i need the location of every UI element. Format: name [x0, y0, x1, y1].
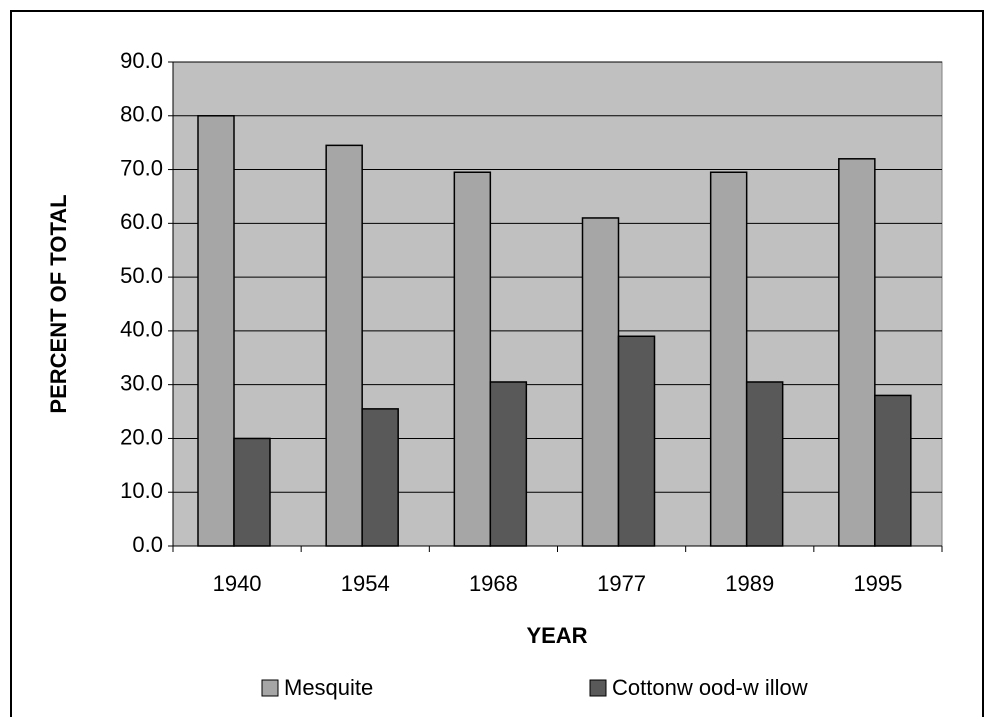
bar	[233, 437, 271, 547]
bar	[361, 408, 399, 547]
x-tick-label: 1977	[597, 571, 646, 596]
bar	[325, 144, 363, 547]
bar	[874, 394, 912, 547]
bar	[838, 158, 876, 547]
legend-label: Mesquite	[284, 675, 373, 700]
y-tick-label: 40.0	[120, 317, 163, 342]
bar	[617, 335, 656, 547]
legend-swatch	[261, 679, 279, 697]
y-tick-label: 80.0	[120, 102, 163, 127]
legend-swatch	[589, 679, 607, 697]
x-tick-label: 1940	[213, 571, 262, 596]
y-tick-label: 90.0	[120, 48, 163, 73]
bar	[709, 171, 748, 547]
x-axis-title: YEAR	[526, 623, 587, 648]
y-tick-label: 30.0	[120, 370, 163, 395]
bar	[453, 171, 492, 547]
y-tick-label: 20.0	[120, 424, 163, 449]
bar	[197, 115, 235, 547]
y-tick-label: 60.0	[120, 209, 163, 234]
x-tick-label: 1954	[341, 571, 390, 596]
plot-area	[172, 61, 943, 547]
bar	[745, 381, 784, 547]
y-tick-label: 0.0	[132, 532, 163, 557]
bar	[489, 381, 528, 547]
y-tick-label: 50.0	[120, 263, 163, 288]
y-tick-label: 70.0	[120, 155, 163, 180]
x-tick-label: 1995	[853, 571, 902, 596]
y-tick-label: 10.0	[120, 478, 163, 503]
x-tick-label: 1968	[469, 571, 518, 596]
y-axis-title: PERCENT OF TOTAL	[46, 194, 71, 413]
legend-label: Cottonw ood-w illow	[612, 675, 808, 700]
bar	[581, 217, 620, 547]
x-tick-label: 1989	[725, 571, 774, 596]
